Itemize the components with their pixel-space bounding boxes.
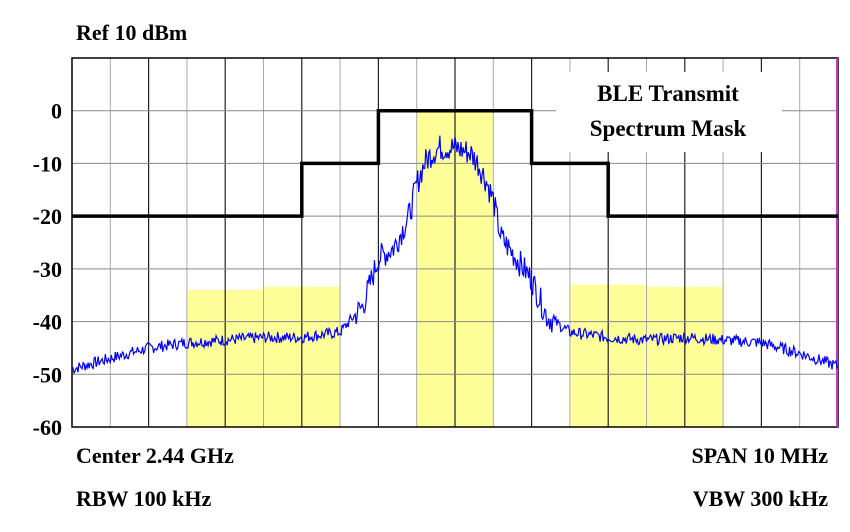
y-axis-ticks: 0 -10 -20 -30 -40 -50 -60 xyxy=(33,99,62,440)
annotation-line-2: Spectrum Mask xyxy=(590,116,747,141)
y-tick-label: -50 xyxy=(33,362,62,387)
mask-annotation: BLE Transmit Spectrum Mask xyxy=(556,72,782,152)
span-label: SPAN 10 MHz xyxy=(691,443,828,468)
y-tick-label: -10 xyxy=(33,151,62,176)
y-tick-label: -20 xyxy=(33,204,62,229)
reference-level-label: Ref 10 dBm xyxy=(76,20,188,45)
spectrum-mask-line xyxy=(72,108,838,218)
spectrum-trace xyxy=(71,135,839,375)
annotation-line-1: BLE Transmit xyxy=(597,81,739,106)
rbw-label: RBW 100 kHz xyxy=(76,486,212,511)
vbw-label: VBW 300 kHz xyxy=(692,486,828,511)
y-tick-label: -40 xyxy=(33,310,62,335)
center-frequency-label: Center 2.44 GHz xyxy=(76,443,234,468)
y-tick-label: 0 xyxy=(51,99,62,124)
y-tick-label: -30 xyxy=(33,257,62,282)
y-tick-label: -60 xyxy=(33,415,62,440)
